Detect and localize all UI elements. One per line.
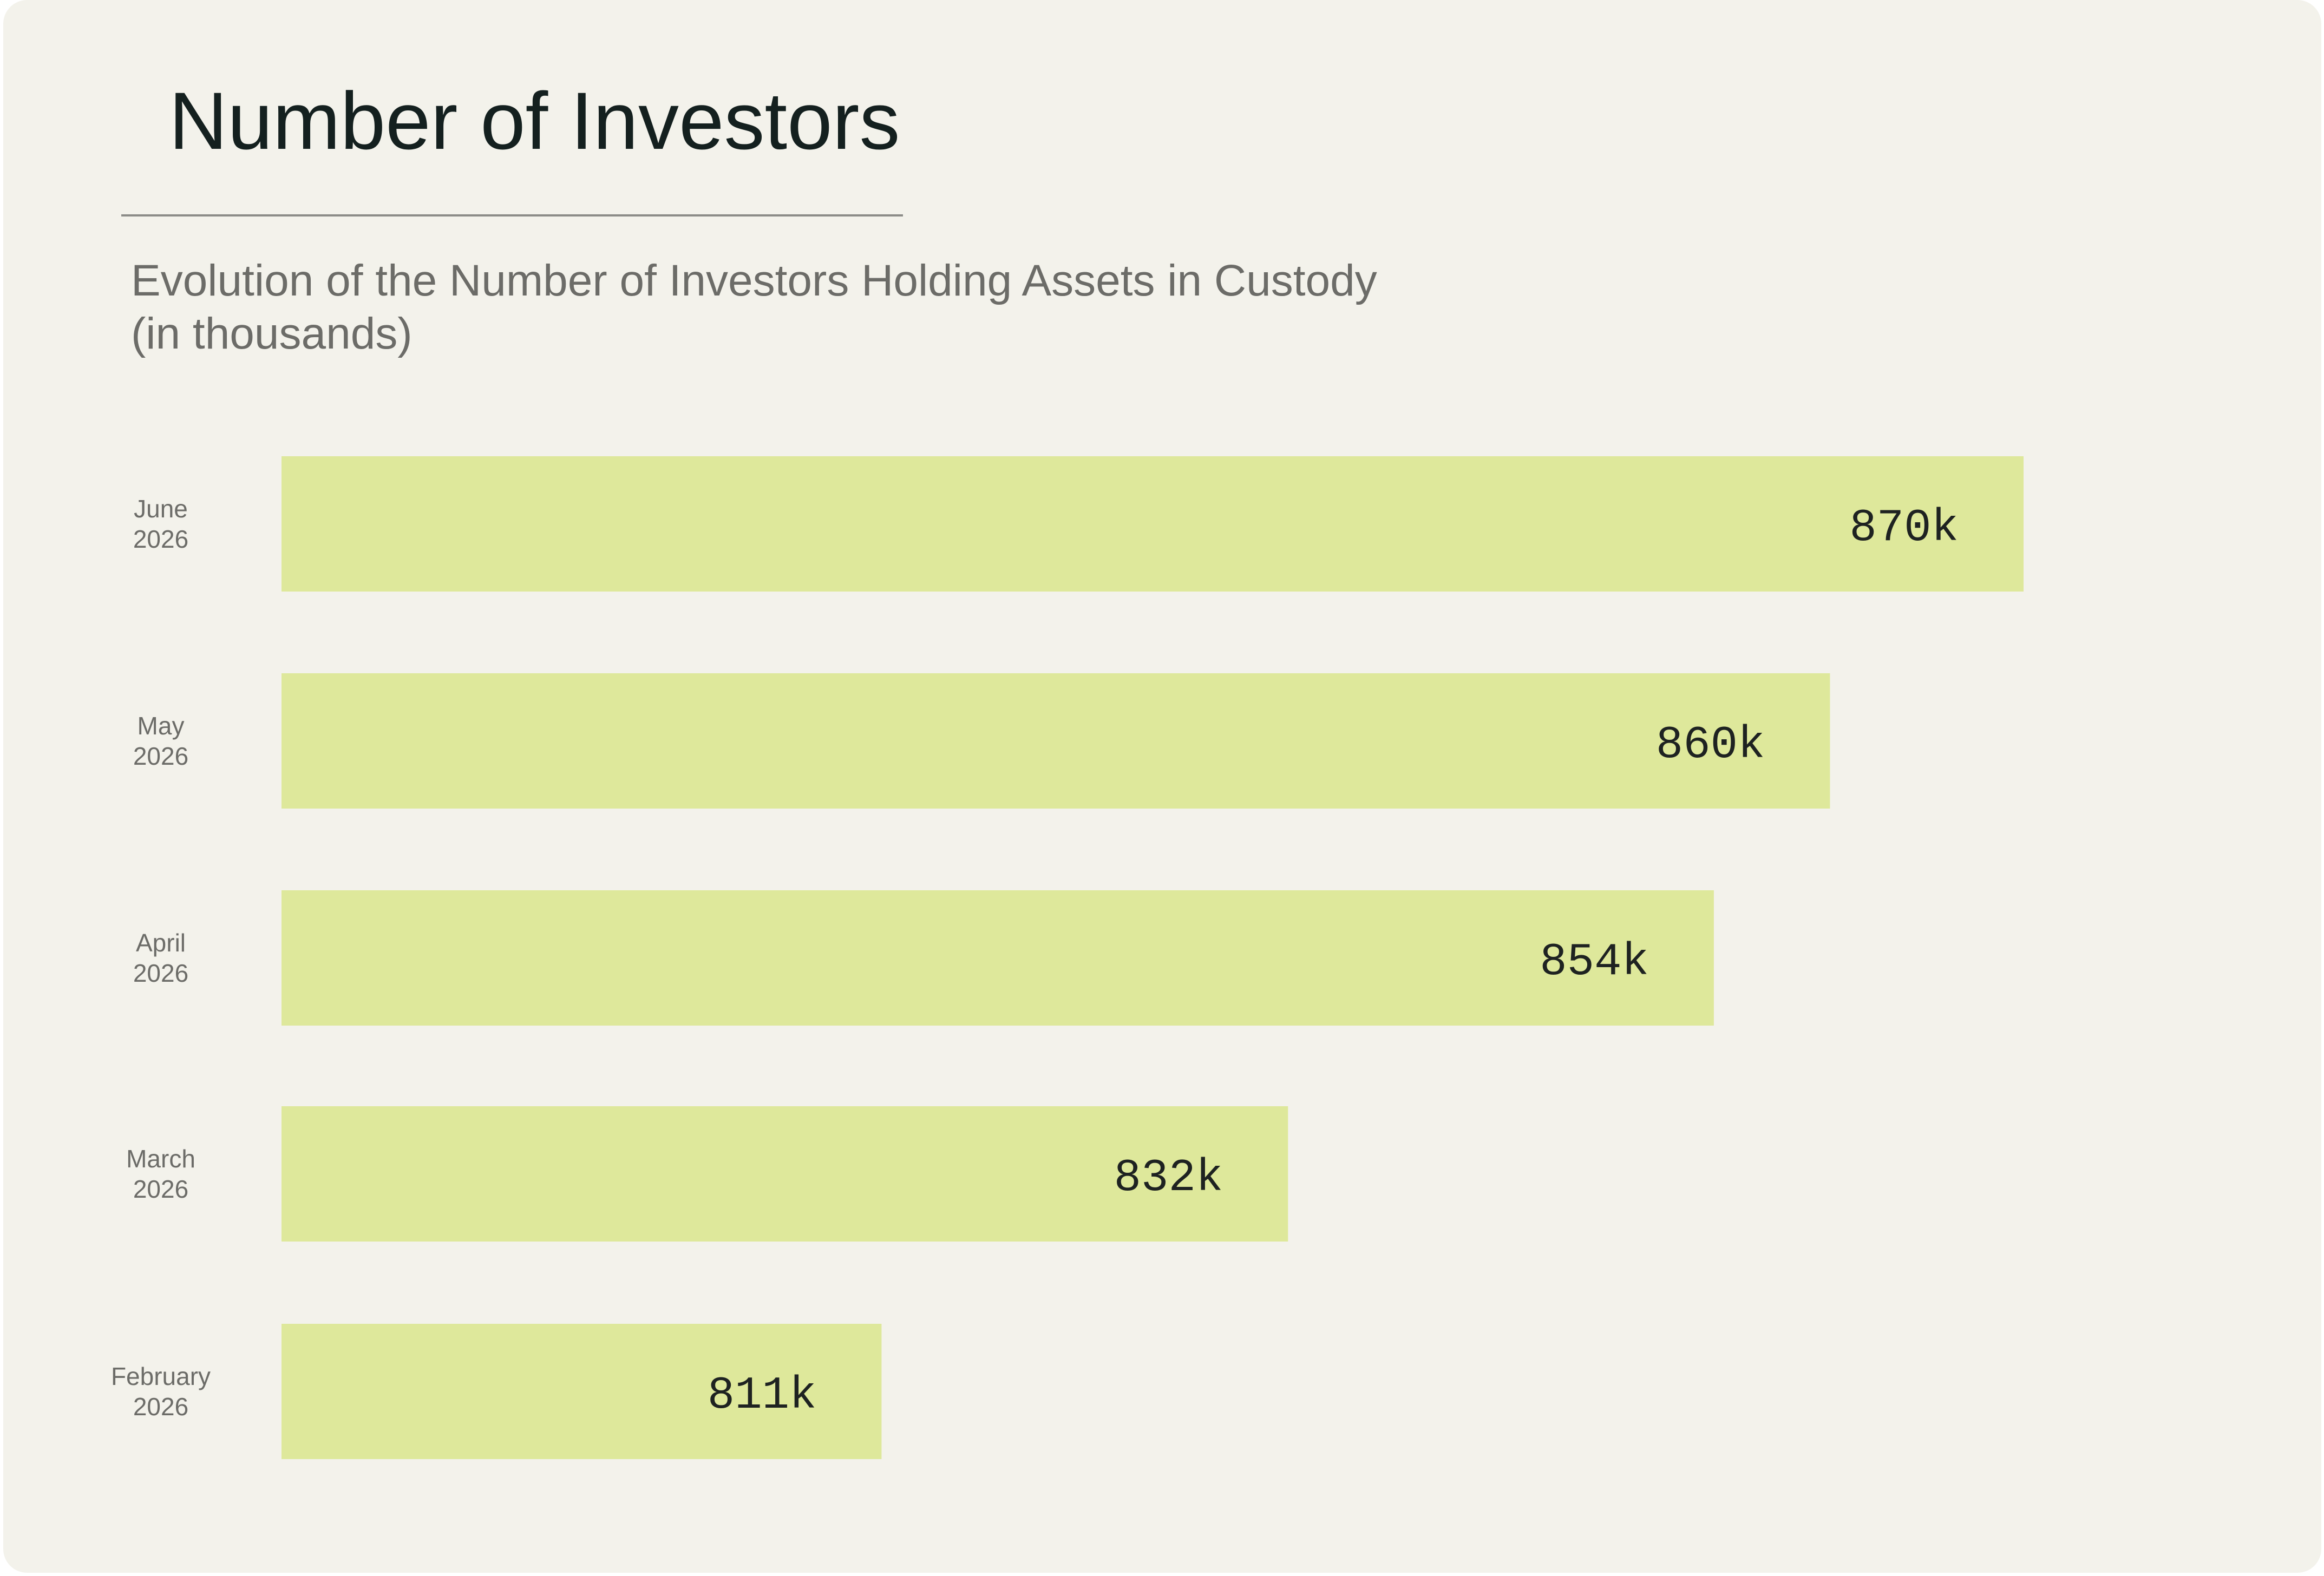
chart-card: Number of Investors Evolution of the Num… [3,0,2321,1573]
bar-february [282,1324,882,1459]
category-label-may-month: May [138,712,185,740]
category-label-june-year: 2026 [133,525,188,553]
category-label-june-month: June [134,495,188,523]
value-label-march: 832k [1114,1153,1223,1204]
value-label-may: 860k [1656,720,1765,771]
title-divider [121,214,903,216]
bar-june [282,456,2024,592]
category-label-april-year: 2026 [133,959,188,987]
chart-subtitle-line-2: (in thousands) [131,309,413,358]
bar-chart: 870kJune2026860kMay2026854kApril2026832k… [111,456,2024,1459]
category-label-march-year: 2026 [133,1175,188,1203]
chart-title: Number of Investors [169,75,900,166]
bar-may [282,673,1830,809]
value-label-february: 811k [708,1370,817,1422]
chart-subtitle-line-1: Evolution of the Number of Investors Hol… [131,256,1377,305]
category-label-february-month: February [111,1362,211,1390]
bar-april [282,890,1714,1026]
category-label-february-year: 2026 [133,1393,188,1421]
category-label-march-month: March [126,1145,195,1173]
category-label-may-year: 2026 [133,742,188,770]
bar-march [282,1106,1288,1242]
chart-subtitle: Evolution of the Number of Investors Hol… [131,254,1377,360]
value-label-june: 870k [1849,503,1959,554]
value-label-april: 854k [1540,937,1649,988]
category-label-april-month: April [136,929,186,957]
